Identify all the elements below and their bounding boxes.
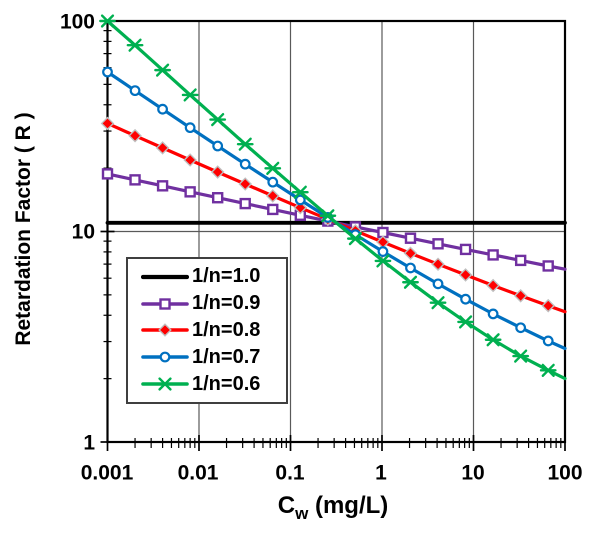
- legend-label: 1/n=0.9: [192, 292, 261, 315]
- x-tick-label-1: 1: [375, 461, 387, 485]
- x-tick-label-001: 0.01: [177, 461, 219, 485]
- legend-label: 1/n=0.6: [192, 372, 261, 395]
- legend-sample-diamond-icon: [141, 323, 189, 338]
- y-tick-label-10: 10: [71, 220, 95, 244]
- legend-sample-circle-icon: [141, 351, 189, 363]
- legend-item-1n-08: 1/n=0.8: [141, 317, 286, 343]
- x-axis-title-sub: w: [295, 503, 309, 523]
- legend-sample-square-icon: [141, 297, 189, 310]
- legend-label: 1/n=1.0: [192, 265, 261, 288]
- legend-sample-asterisk-icon: [141, 377, 189, 391]
- x-tick-label-0001: 0.001: [80, 461, 134, 485]
- legend-sample-line-icon: [141, 274, 189, 279]
- y-axis-title: Retardation Factor ( R ): [12, 112, 35, 346]
- x-axis-title-unit: (mg/L): [314, 492, 389, 520]
- x-tick-label-01: 0.1: [275, 461, 305, 485]
- legend-item-1n-06: 1/n=0.6: [141, 371, 286, 397]
- x-tick-label-10: 10: [461, 461, 485, 485]
- legend-item-1n-07: 1/n=0.7: [141, 344, 286, 370]
- legend-label: 1/n=0.7: [192, 345, 261, 368]
- x-axis-title: Cw (mg/L): [278, 492, 389, 524]
- legend-item-1n-09: 1/n=0.9: [141, 291, 286, 317]
- legend: 1/n=1.0 1/n=0.9 1/n=0.8 1/n=0.7 1/n=0.6: [126, 257, 288, 404]
- x-tick-label-100: 100: [547, 461, 583, 485]
- x-axis-title-main: C: [277, 492, 296, 520]
- y-tick-label-1: 1: [83, 431, 95, 455]
- y-tick-label-100: 100: [59, 10, 95, 34]
- legend-label: 1/n=0.8: [192, 318, 261, 341]
- legend-item-1n-10: 1/n=1.0: [141, 264, 286, 290]
